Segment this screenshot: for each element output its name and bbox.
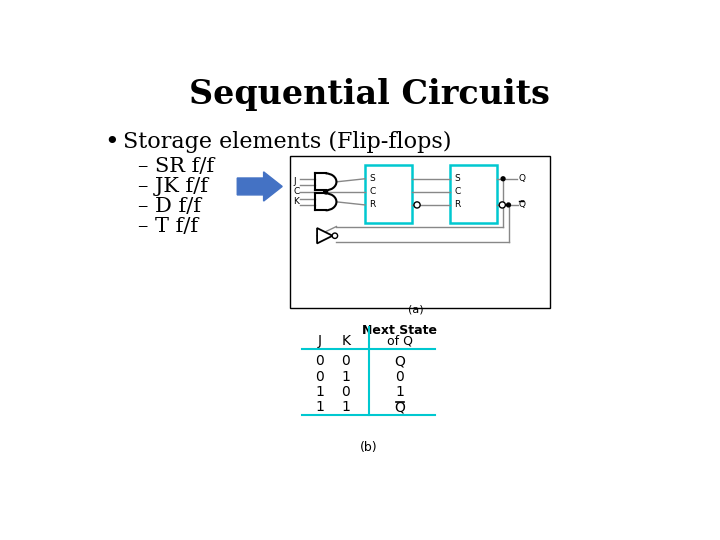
Text: – JK f/f: – JK f/f	[138, 177, 208, 196]
Text: 1: 1	[315, 401, 324, 415]
Text: of Q: of Q	[387, 335, 413, 348]
Circle shape	[499, 202, 505, 208]
Text: 1: 1	[315, 385, 324, 399]
Polygon shape	[238, 172, 282, 201]
Circle shape	[332, 233, 338, 239]
Text: Q: Q	[518, 174, 526, 183]
Text: R: R	[369, 200, 375, 210]
Text: K: K	[293, 197, 299, 206]
Text: 0: 0	[395, 370, 405, 383]
Text: Sequential Circuits: Sequential Circuits	[189, 78, 549, 111]
Text: 0: 0	[341, 385, 350, 399]
Text: – D f/f: – D f/f	[138, 197, 201, 216]
Text: Q: Q	[395, 354, 405, 368]
Text: 1: 1	[395, 385, 405, 399]
Text: 1: 1	[341, 401, 350, 415]
Text: Next State: Next State	[362, 324, 438, 337]
Text: •: •	[104, 130, 119, 154]
Text: K: K	[341, 334, 350, 348]
Text: 1: 1	[341, 370, 350, 383]
Text: 0: 0	[315, 370, 324, 383]
Text: (b): (b)	[360, 441, 378, 454]
Text: S: S	[454, 174, 460, 183]
Bar	[365, 165, 412, 222]
Text: S: S	[369, 174, 374, 183]
Text: Q: Q	[395, 401, 405, 415]
Text: – SR f/f: – SR f/f	[138, 157, 214, 176]
Text: 0: 0	[315, 354, 324, 368]
Text: J: J	[318, 334, 321, 348]
Circle shape	[501, 177, 505, 181]
Text: (a): (a)	[408, 305, 423, 315]
Bar	[290, 156, 549, 308]
Polygon shape	[317, 228, 333, 244]
Circle shape	[507, 203, 510, 207]
Circle shape	[414, 202, 420, 208]
Text: Q: Q	[518, 200, 526, 210]
Bar	[451, 165, 497, 222]
Text: C: C	[454, 187, 461, 197]
Text: C: C	[369, 187, 375, 197]
Circle shape	[324, 190, 328, 194]
Text: J: J	[293, 177, 296, 186]
Text: C: C	[293, 187, 300, 197]
Text: Storage elements (Flip-flops): Storage elements (Flip-flops)	[122, 131, 451, 153]
Text: – T f/f: – T f/f	[138, 217, 198, 236]
Text: R: R	[454, 200, 461, 210]
Text: 0: 0	[341, 354, 350, 368]
